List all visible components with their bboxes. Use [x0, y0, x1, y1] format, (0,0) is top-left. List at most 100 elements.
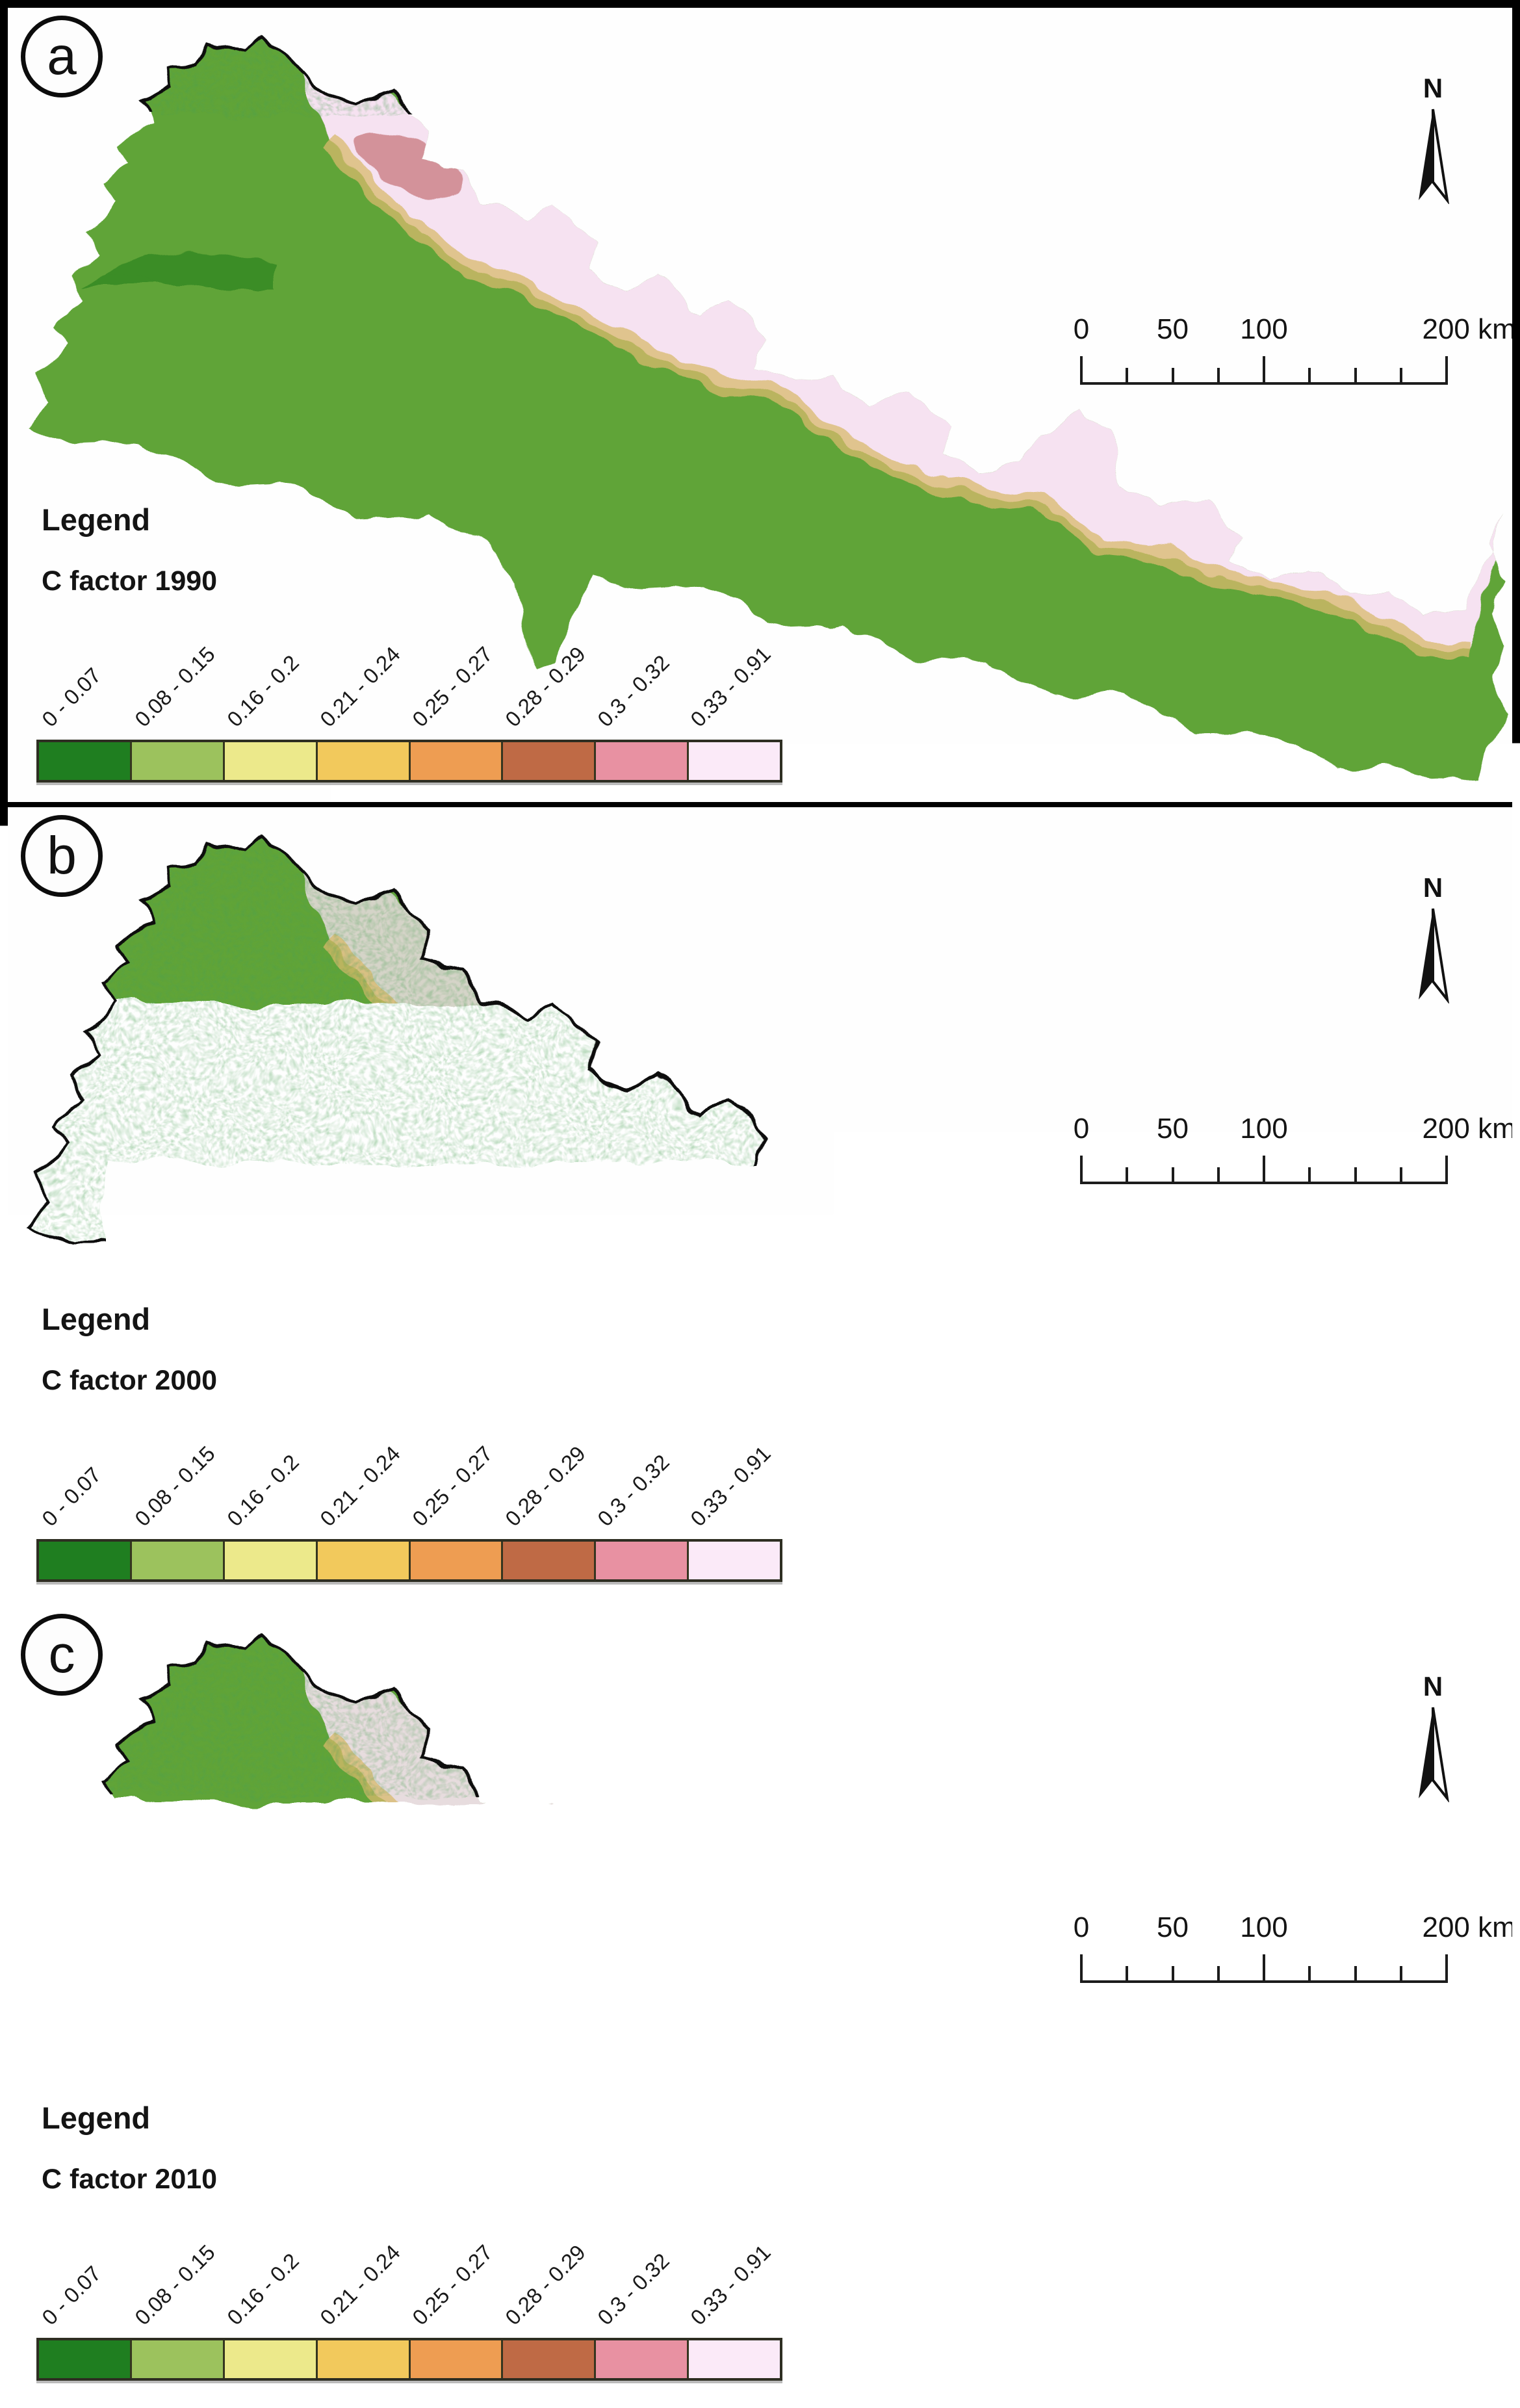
scale-bar: 0 50 100 200 km	[1081, 1911, 1447, 1983]
legend-heading: Legend	[42, 502, 150, 537]
map-title: C factor 2000	[42, 1365, 217, 1397]
panel-letter-badge: a	[21, 16, 103, 97]
north-arrow-icon	[1413, 906, 1452, 1003]
scale-bar-labels: 0 50 100 200 km	[1081, 313, 1447, 350]
scalebar-tick	[1126, 1167, 1128, 1184]
scalebar-tick	[1263, 1156, 1265, 1184]
scale-bar-labels: 0 50 100 200 km	[1081, 1113, 1447, 1149]
scale-bar-ruler	[1081, 1952, 1447, 1983]
scalebar-label: 100	[1240, 313, 1287, 346]
scale-bar-ruler	[1081, 354, 1447, 385]
scalebar-tick	[1080, 1156, 1083, 1184]
panel-letter: a	[47, 30, 77, 83]
legend-swatch	[689, 1542, 780, 1579]
legend-swatch	[596, 1542, 689, 1579]
scalebar-tick	[1354, 1167, 1357, 1184]
scalebar-tick	[1354, 368, 1357, 385]
scalebar-tick	[1172, 1167, 1174, 1184]
panel-letter: c	[49, 1628, 75, 1681]
map-title: C factor 2010	[42, 2164, 217, 2195]
north-arrow: N	[1404, 73, 1462, 207]
north-arrow-icon	[1413, 107, 1452, 204]
scale-bar: 0 50 100 200 km	[1081, 1113, 1447, 1184]
legend-swatch	[411, 2340, 504, 2378]
legend-swatch	[132, 1542, 225, 1579]
legend-swatch	[318, 2340, 411, 2378]
map-title: C factor 1990	[42, 565, 217, 597]
north-label: N	[1404, 872, 1462, 903]
figure-frame: a N 0 50 100 200 km Legend C factor 1990 0 …	[0, 0, 1520, 2408]
scalebar-label: 200 km	[1422, 1911, 1512, 1944]
legend-swatch	[39, 2340, 132, 2378]
scalebar-tick	[1354, 1966, 1357, 1983]
scalebar-tick	[1263, 356, 1265, 385]
legend-swatch	[503, 742, 596, 780]
panel-letter-badge: b	[21, 815, 103, 897]
scalebar-tick	[1080, 356, 1083, 385]
legend-color-ramp	[36, 2338, 782, 2381]
panel-c: c N 0 50 100 200 km Legend C factor 2010 0 …	[8, 1601, 1512, 2400]
legend-heading: Legend	[42, 2100, 150, 2136]
scalebar-tick	[1445, 1954, 1448, 1983]
scalebar-label: 0	[1074, 1911, 1089, 1944]
scalebar-label: 200 km	[1422, 1113, 1512, 1145]
north-arrow: N	[1404, 1671, 1462, 1806]
legend-swatch	[225, 1542, 318, 1579]
legend-swatch	[132, 2340, 225, 2378]
legend-swatch	[596, 742, 689, 780]
north-label: N	[1404, 73, 1462, 104]
scalebar-label: 100	[1240, 1911, 1287, 1944]
scalebar-tick	[1400, 368, 1402, 385]
scalebar-tick	[1400, 1966, 1402, 1983]
nepal-c-factor-map-2000	[8, 807, 1512, 1601]
north-label: N	[1404, 1671, 1462, 1702]
scale-bar-labels: 0 50 100 200 km	[1081, 1911, 1447, 1948]
legend-heading: Legend	[42, 1301, 150, 1337]
scalebar-label: 200 km	[1422, 313, 1512, 346]
panel-letter-badge: c	[21, 1614, 103, 1696]
legend-swatch	[596, 2340, 689, 2378]
nepal-c-factor-map-2010	[8, 1606, 1512, 2400]
legend-swatch	[689, 2340, 780, 2378]
scalebar-label: 50	[1157, 1113, 1189, 1145]
scale-bar: 0 50 100 200 km	[1081, 313, 1447, 385]
legend-swatch	[503, 1542, 596, 1579]
scalebar-tick	[1308, 368, 1311, 385]
scalebar-tick	[1172, 368, 1174, 385]
north-arrow-icon	[1413, 1705, 1452, 1802]
legend-swatch	[39, 1542, 132, 1579]
scalebar-tick	[1217, 1966, 1220, 1983]
legend-swatch	[689, 742, 780, 780]
north-arrow: N	[1404, 872, 1462, 1007]
legend-swatch	[411, 742, 504, 780]
scalebar-tick	[1445, 356, 1448, 385]
scalebar-label: 100	[1240, 1113, 1287, 1145]
scalebar-tick	[1217, 1167, 1220, 1184]
scalebar-tick	[1445, 1156, 1448, 1184]
nepal-c-factor-map-1990	[8, 8, 1512, 802]
panel-letter: b	[47, 829, 77, 883]
legend-swatch	[225, 742, 318, 780]
legend-swatch	[318, 742, 411, 780]
legend-color-ramp	[36, 1539, 782, 1582]
scale-bar-ruler	[1081, 1153, 1447, 1184]
legend-swatch	[225, 2340, 318, 2378]
legend-swatch	[411, 1542, 504, 1579]
scalebar-tick	[1400, 1167, 1402, 1184]
scalebar-label: 0	[1074, 313, 1089, 346]
scalebar-label: 50	[1157, 1911, 1189, 1944]
panel-b: b N 0 50 100 200 km Legend C factor 2000 0 …	[8, 802, 1512, 1601]
scalebar-tick	[1308, 1167, 1311, 1184]
scalebar-tick	[1308, 1966, 1311, 1983]
panel-a: a N 0 50 100 200 km Legend C factor 1990 0 …	[8, 8, 1512, 802]
legend-color-ramp	[36, 740, 782, 783]
scalebar-tick	[1126, 368, 1128, 385]
scalebar-tick	[1217, 368, 1220, 385]
scalebar-label: 0	[1074, 1113, 1089, 1145]
scalebar-label: 50	[1157, 313, 1189, 346]
scalebar-tick	[1172, 1966, 1174, 1983]
legend-swatch	[503, 2340, 596, 2378]
legend-swatch	[132, 742, 225, 780]
scalebar-tick	[1080, 1954, 1083, 1983]
scalebar-tick	[1126, 1966, 1128, 1983]
